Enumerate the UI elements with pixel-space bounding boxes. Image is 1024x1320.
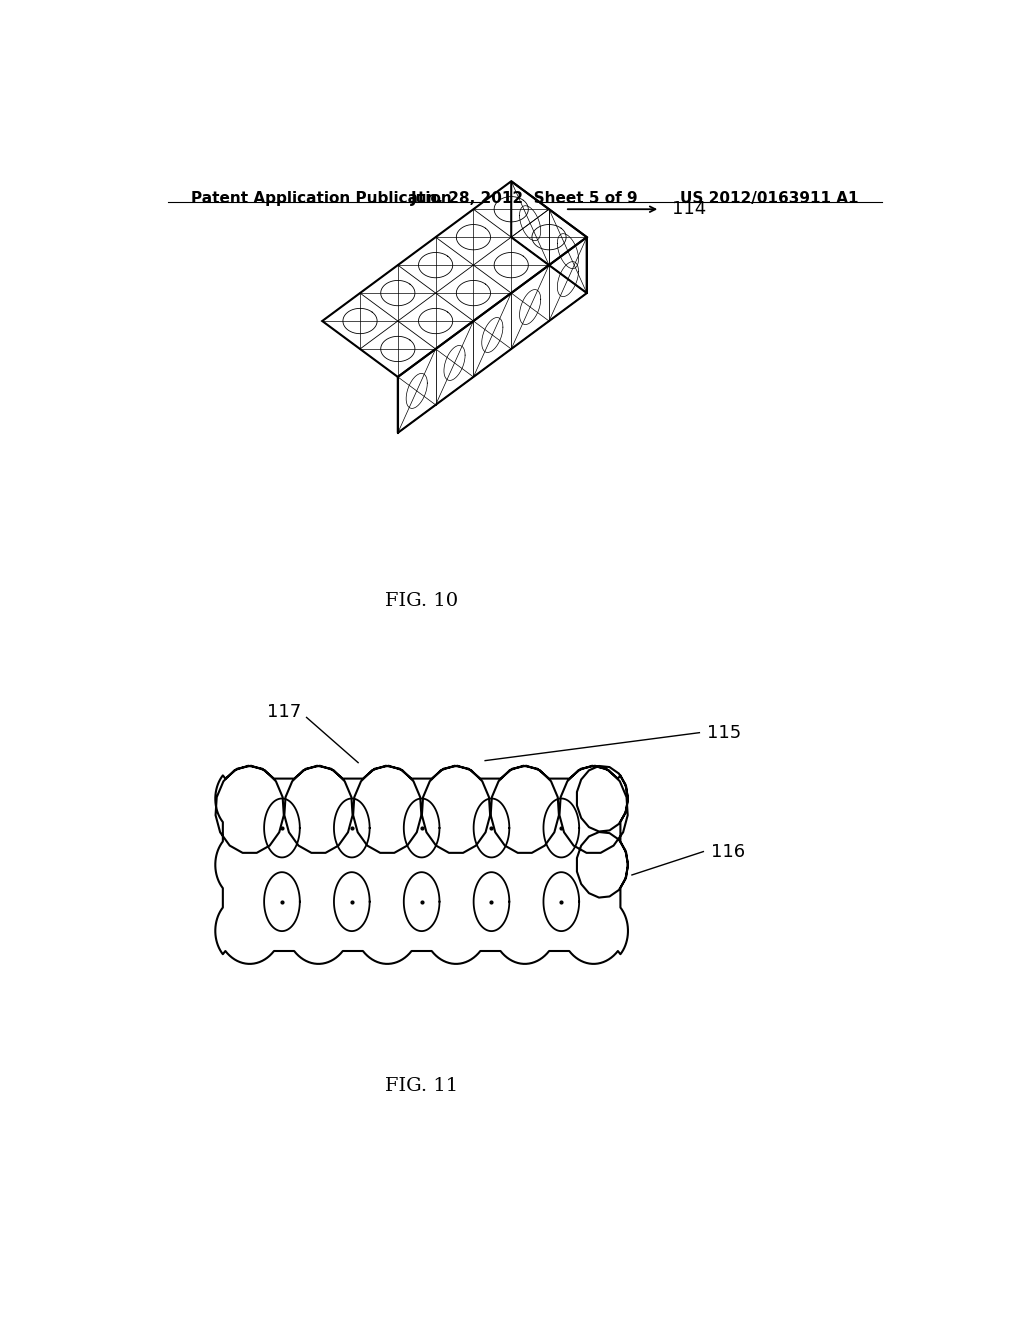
Text: Patent Application Publication: Patent Application Publication — [191, 191, 453, 206]
Text: FIG. 11: FIG. 11 — [385, 1077, 458, 1096]
Text: US 2012/0163911 A1: US 2012/0163911 A1 — [680, 191, 858, 206]
Text: 114: 114 — [672, 201, 707, 218]
Text: Jun. 28, 2012  Sheet 5 of 9: Jun. 28, 2012 Sheet 5 of 9 — [411, 191, 639, 206]
Text: 117: 117 — [267, 704, 301, 721]
Polygon shape — [511, 181, 587, 293]
Polygon shape — [323, 181, 587, 378]
Text: FIG. 10: FIG. 10 — [385, 591, 458, 610]
Text: 115: 115 — [708, 723, 741, 742]
Text: 116: 116 — [712, 842, 745, 861]
Polygon shape — [215, 766, 628, 964]
Polygon shape — [397, 238, 587, 433]
